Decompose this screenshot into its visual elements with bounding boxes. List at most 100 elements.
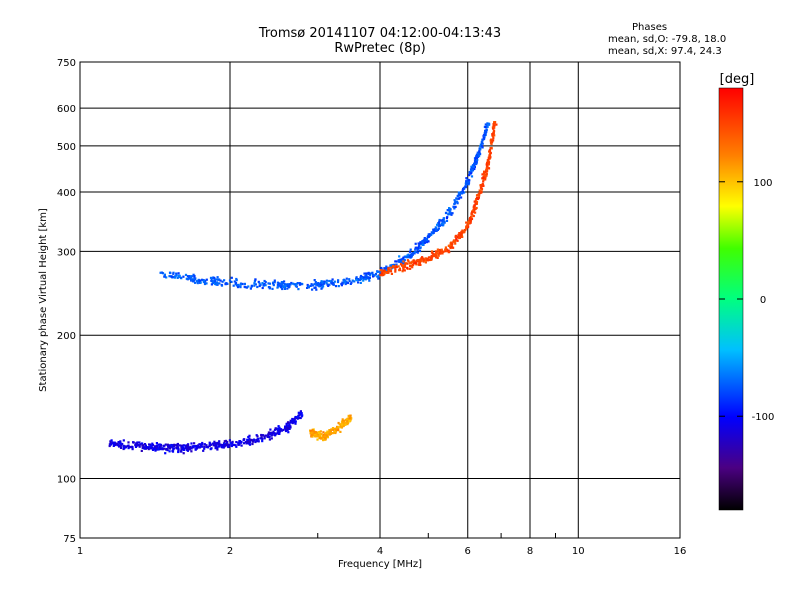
data-point [168, 275, 171, 278]
data-point [124, 445, 127, 448]
data-point [402, 268, 405, 271]
data-point [198, 446, 201, 449]
data-point [470, 217, 474, 221]
data-point [268, 282, 271, 285]
data-point [278, 429, 281, 432]
data-point [135, 443, 138, 446]
data-point [457, 193, 460, 196]
data-point [432, 231, 435, 234]
data-point [429, 257, 432, 260]
data-point [296, 416, 299, 419]
data-point [267, 433, 270, 436]
data-point [454, 200, 457, 203]
data-point [414, 260, 417, 263]
data-point [328, 433, 331, 436]
data-point [208, 445, 211, 448]
data-point [446, 249, 449, 253]
data-point [440, 223, 443, 227]
data-point [448, 210, 451, 213]
data-point [320, 433, 323, 436]
data-point [486, 167, 489, 170]
data-point [213, 278, 216, 281]
data-point [234, 281, 238, 284]
data-point [437, 225, 440, 228]
data-point [262, 283, 265, 286]
data-point [355, 279, 358, 282]
data-point [326, 434, 329, 438]
data-point [247, 435, 250, 439]
data-point [486, 125, 489, 128]
data-point [149, 444, 153, 448]
axis-ticks: 1 2 4 6 8 10 16 75 100 200 300 400 500 600 750 [57, 58, 686, 557]
data-point [226, 440, 229, 444]
data-point [379, 269, 382, 272]
data-point [177, 272, 180, 275]
data-point [256, 435, 259, 438]
data-point [173, 276, 176, 279]
data-point [263, 437, 266, 440]
data-point [256, 285, 259, 289]
data-point [268, 436, 271, 439]
data-point [492, 139, 495, 142]
data-point [346, 420, 349, 423]
data-point [367, 272, 370, 275]
data-point [322, 439, 325, 442]
data-point [208, 443, 211, 446]
data-point [309, 284, 312, 287]
data-point [438, 248, 441, 252]
data-point [424, 257, 427, 260]
data-point [460, 196, 463, 199]
data-point [268, 438, 271, 441]
data-point [395, 263, 398, 266]
data-point [215, 278, 218, 281]
data-point [194, 448, 197, 451]
data-point [444, 248, 447, 251]
data-point [453, 207, 456, 210]
data-point [212, 444, 215, 447]
data-point [164, 452, 167, 455]
data-point [316, 283, 319, 286]
data-point [368, 276, 371, 279]
data-point [473, 167, 476, 170]
data-point [448, 212, 451, 215]
data-point [429, 256, 432, 259]
data-point [194, 277, 197, 280]
data-point [269, 433, 272, 436]
data-point [385, 269, 389, 272]
data-point [486, 170, 489, 173]
data-point [201, 441, 204, 445]
data-point [137, 444, 141, 447]
data-point [414, 242, 417, 245]
data-point [336, 425, 339, 428]
data-point [223, 440, 226, 443]
data-point [482, 178, 485, 181]
data-point [380, 272, 383, 275]
data-point [483, 170, 486, 173]
data-point [348, 278, 351, 281]
data-point [228, 445, 231, 448]
data-point [208, 441, 211, 444]
data-point [299, 283, 302, 286]
data-point [467, 226, 470, 229]
data-point [292, 282, 295, 285]
data-point [430, 250, 434, 253]
data-point [169, 447, 172, 450]
data-point [340, 282, 343, 286]
y-tick-label: 500 [57, 142, 76, 153]
data-point [410, 252, 413, 255]
data-point [231, 442, 234, 445]
data-point [337, 421, 340, 425]
data-point [467, 221, 470, 224]
data-point [286, 427, 289, 430]
data-point [403, 259, 406, 262]
data-point [357, 278, 360, 281]
data-point [139, 443, 142, 446]
data-point [141, 446, 144, 449]
data-point [483, 135, 486, 138]
data-point [253, 280, 256, 283]
data-point [390, 272, 393, 275]
data-point [291, 417, 294, 421]
x-tick-label: 2 [227, 546, 233, 557]
data-point [185, 448, 188, 451]
data-point [487, 160, 490, 163]
